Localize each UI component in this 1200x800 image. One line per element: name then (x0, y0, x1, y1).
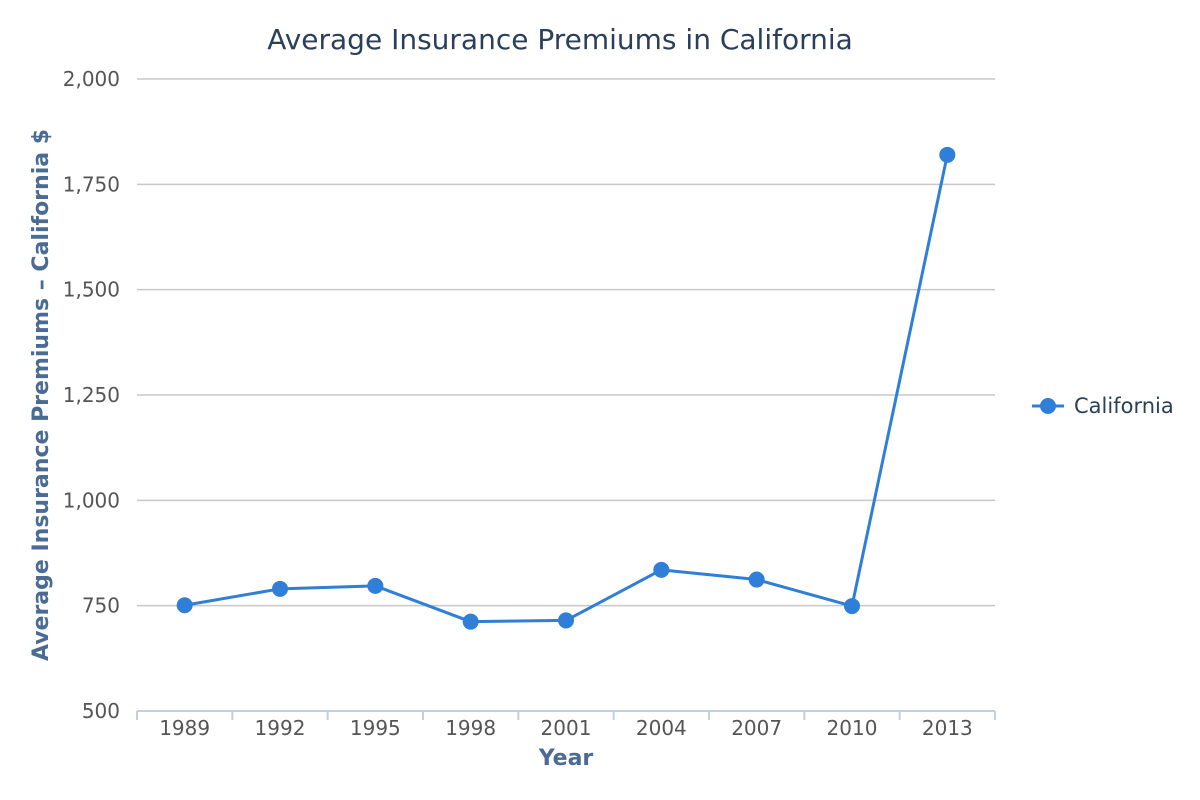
y-tick-label: 1,750 (63, 172, 120, 196)
legend-label: California (1074, 394, 1174, 418)
data-point[interactable] (462, 613, 479, 630)
y-tick-label: 500 (82, 699, 120, 723)
x-tick-label: 1998 (445, 716, 496, 740)
chart-title: Average Insurance Premiums in California (267, 23, 853, 56)
data-point[interactable] (844, 598, 860, 615)
x-axis: 1989 1992 1995 1998 2001 2004 2007 2010 2013 (136, 710, 996, 740)
legend[interactable]: California (1032, 394, 1174, 418)
x-tick-label: 2013 (922, 716, 973, 740)
y-axis-title: Average Insurance Premiums – California … (29, 129, 54, 661)
legend-marker (1040, 398, 1056, 414)
data-point[interactable] (748, 571, 765, 588)
x-tick-label: 1989 (159, 716, 210, 740)
data-point[interactable] (176, 597, 193, 614)
data-point[interactable] (272, 580, 288, 597)
x-tick-label: 2007 (731, 716, 782, 740)
y-tick-label: 1,250 (63, 383, 120, 407)
x-tick-label: 1995 (350, 716, 401, 740)
data-point[interactable] (939, 146, 956, 163)
series-california (176, 146, 956, 630)
y-tick-label: 750 (82, 594, 120, 618)
x-tick-label: 2001 (541, 716, 592, 740)
y-tick-label: 1,000 (63, 488, 120, 512)
data-point[interactable] (367, 577, 384, 594)
x-tick-label: 2004 (636, 716, 687, 740)
grid-lines (137, 78, 995, 607)
x-tick-label: 2010 (827, 716, 878, 740)
y-tick-label: 1,500 (63, 278, 120, 302)
y-tick-label: 2,000 (63, 67, 120, 91)
series-line (184, 154, 949, 624)
x-axis-title: Year (538, 746, 594, 771)
y-axis-ticks: 500 750 1,000 1,250 1,500 1,750 2,000 (63, 67, 120, 723)
data-point[interactable] (653, 561, 670, 578)
x-tick-label: 1992 (255, 716, 306, 740)
data-point[interactable] (558, 612, 574, 629)
